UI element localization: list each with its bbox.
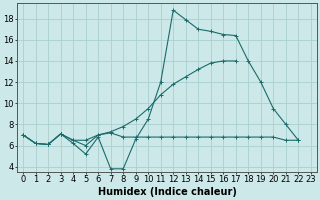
X-axis label: Humidex (Indice chaleur): Humidex (Indice chaleur) — [98, 187, 236, 197]
